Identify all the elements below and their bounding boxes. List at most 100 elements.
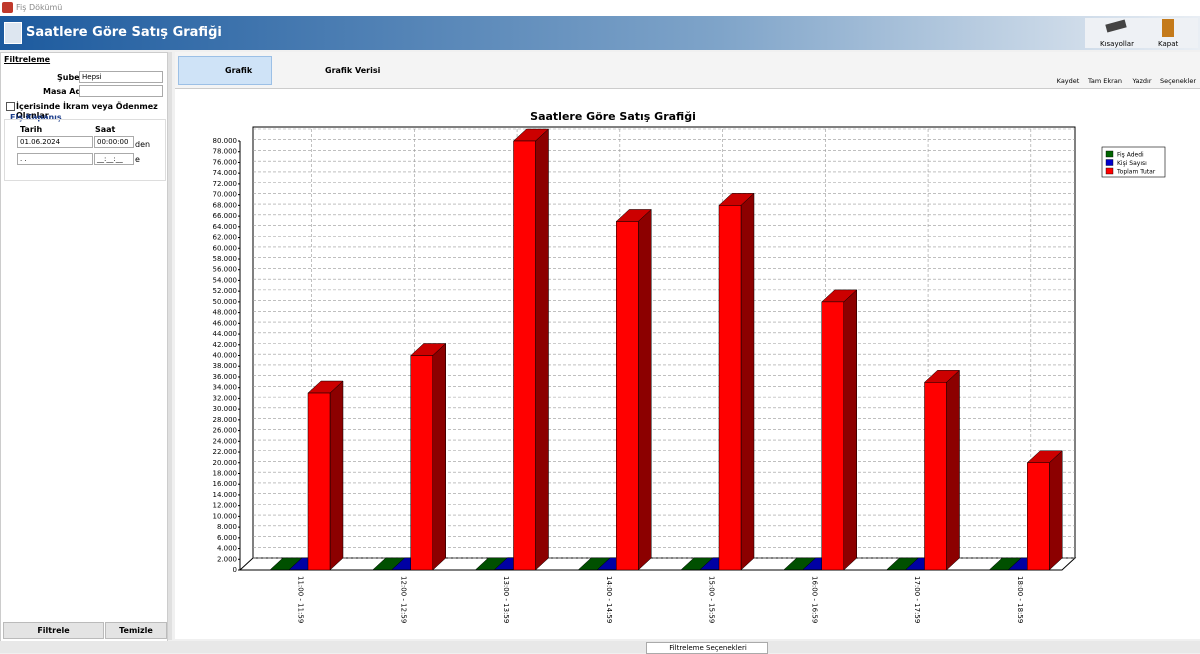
y-tick-label: 16.000 bbox=[213, 480, 238, 488]
x-tick-label: 11:00 - 11:59 bbox=[297, 576, 305, 623]
y-tick-label: 80.000 bbox=[213, 137, 238, 145]
x-tick-label: 16:00 - 16:59 bbox=[810, 576, 818, 623]
y-tick-label: 66.000 bbox=[213, 212, 238, 220]
checkbox[interactable] bbox=[6, 102, 15, 111]
x-tick-label: 12:00 - 12:59 bbox=[399, 576, 407, 623]
bar-side bbox=[433, 344, 446, 571]
y-tick-label: 58.000 bbox=[213, 255, 238, 263]
y-tick-label: 20.000 bbox=[213, 459, 238, 467]
label: den bbox=[135, 140, 150, 149]
y-tick-label: 26.000 bbox=[213, 427, 238, 435]
x-tick-label: 14:00 - 14:59 bbox=[605, 576, 613, 623]
fullscreen-button[interactable]: Tam Ekran bbox=[1085, 77, 1125, 85]
y-tick-label: 2.000 bbox=[217, 555, 237, 563]
x-tick-label: 13:00 - 13:59 bbox=[502, 576, 510, 623]
options-button[interactable]: Seçenekler bbox=[1158, 77, 1198, 85]
tab-label[interactable]: Grafik bbox=[225, 66, 252, 75]
time-input[interactable]: 00:00:00 bbox=[94, 136, 134, 148]
branch-select[interactable]: Hepsi bbox=[79, 71, 163, 83]
x-tick-label: 15:00 - 15:59 bbox=[708, 576, 716, 623]
legend-swatch bbox=[1106, 151, 1113, 157]
bar bbox=[411, 356, 433, 571]
date-input[interactable]: 01.06.2024 bbox=[17, 136, 93, 148]
title-bar: Fiş Dökümü bbox=[0, 0, 1200, 16]
label: Tarih bbox=[20, 125, 42, 134]
bar-side bbox=[638, 209, 651, 570]
bar-side bbox=[741, 193, 754, 570]
shortcuts-button[interactable]: Kısayollar bbox=[1100, 40, 1134, 48]
panel-title: Filtreleme bbox=[4, 55, 50, 64]
header-icon bbox=[4, 22, 22, 44]
y-tick-label: 38.000 bbox=[213, 362, 238, 370]
y-tick-label: 28.000 bbox=[213, 416, 238, 424]
close-icon bbox=[1162, 19, 1174, 37]
bar-side bbox=[330, 381, 343, 570]
y-tick-label: 76.000 bbox=[213, 158, 238, 166]
x-tick-label: 18:00 - 18:59 bbox=[1016, 576, 1024, 623]
filter-button[interactable]: Filtrele bbox=[3, 622, 104, 639]
bar bbox=[514, 141, 536, 570]
y-tick-label: 40.000 bbox=[213, 352, 238, 360]
y-tick-label: 46.000 bbox=[213, 319, 238, 327]
legend-swatch bbox=[1106, 168, 1113, 174]
y-tick-label: 44.000 bbox=[213, 330, 238, 338]
bar bbox=[616, 221, 638, 570]
y-tick-label: 42.000 bbox=[213, 341, 238, 349]
label: e bbox=[135, 155, 140, 164]
app-icon bbox=[2, 2, 13, 13]
y-tick-label: 50.000 bbox=[213, 298, 238, 306]
y-tick-label: 54.000 bbox=[213, 276, 238, 284]
save-button[interactable]: Kaydet bbox=[1048, 77, 1088, 85]
date-input[interactable]: . . bbox=[17, 153, 93, 165]
y-tick-label: 34.000 bbox=[213, 384, 238, 392]
y-tick-label: 22.000 bbox=[213, 448, 238, 456]
legend-label: Kişi Sayısı bbox=[1117, 160, 1147, 167]
y-tick-label: 24.000 bbox=[213, 437, 238, 445]
y-tick-label: 70.000 bbox=[213, 191, 238, 199]
bar bbox=[925, 382, 947, 570]
y-tick-label: 8.000 bbox=[217, 523, 237, 531]
chart: Saatlere Göre Satış Grafiği 02.0004.0006… bbox=[175, 89, 1200, 639]
y-tick-label: 60.000 bbox=[213, 244, 238, 252]
y-tick-label: 30.000 bbox=[213, 405, 238, 413]
splitter[interactable] bbox=[168, 52, 172, 640]
bar-side bbox=[1049, 451, 1062, 570]
label: Saat bbox=[95, 125, 115, 134]
legend-label: Fiş Adedi bbox=[1117, 152, 1144, 159]
y-tick-label: 68.000 bbox=[213, 201, 238, 209]
close-button[interactable]: Kapat bbox=[1158, 40, 1178, 48]
y-tick-label: 56.000 bbox=[213, 266, 238, 274]
bar bbox=[308, 393, 330, 570]
filter-panel: Filtreleme Şube Hepsi Masa Adı İçerisind… bbox=[0, 52, 168, 642]
x-tick-label: 17:00 - 17:59 bbox=[913, 576, 921, 623]
bar-side bbox=[947, 370, 960, 570]
y-tick-label: 62.000 bbox=[213, 234, 238, 242]
y-tick-label: 32.000 bbox=[213, 394, 238, 402]
tab-label[interactable]: Grafik Verisi bbox=[325, 66, 380, 75]
y-tick-label: 12.000 bbox=[213, 502, 238, 510]
table-input[interactable] bbox=[79, 85, 163, 97]
header: Saatlere Göre Satış Grafiği Kısayollar K… bbox=[0, 16, 1200, 50]
bar bbox=[822, 302, 844, 570]
y-tick-label: 18.000 bbox=[213, 469, 238, 477]
toolbar: Grafik Grafik Verisi Kaydet Tam Ekran Ya… bbox=[175, 52, 1200, 89]
legend-label: Toplam Tutar bbox=[1116, 169, 1156, 176]
y-tick-label: 78.000 bbox=[213, 148, 238, 156]
legend-swatch bbox=[1106, 160, 1113, 166]
y-tick-label: 74.000 bbox=[213, 169, 238, 177]
print-button[interactable]: Yazdır bbox=[1122, 77, 1162, 85]
bar-side bbox=[844, 290, 857, 570]
time-input[interactable]: __:__:__ bbox=[94, 153, 134, 165]
bar-side bbox=[536, 129, 549, 570]
header-title: Saatlere Göre Satış Grafiği bbox=[26, 25, 222, 40]
bar bbox=[1027, 463, 1049, 570]
clear-button[interactable]: Temizle bbox=[105, 622, 167, 639]
filter-options-dropdown[interactable]: Filtreleme Seçenekleri bbox=[646, 642, 768, 654]
y-tick-label: 48.000 bbox=[213, 309, 238, 317]
y-tick-label: 14.000 bbox=[213, 491, 238, 499]
label: Masa Adı bbox=[43, 87, 84, 96]
y-tick-label: 10.000 bbox=[213, 512, 238, 520]
label: Şube bbox=[57, 73, 80, 82]
y-tick-label: 6.000 bbox=[217, 534, 237, 542]
